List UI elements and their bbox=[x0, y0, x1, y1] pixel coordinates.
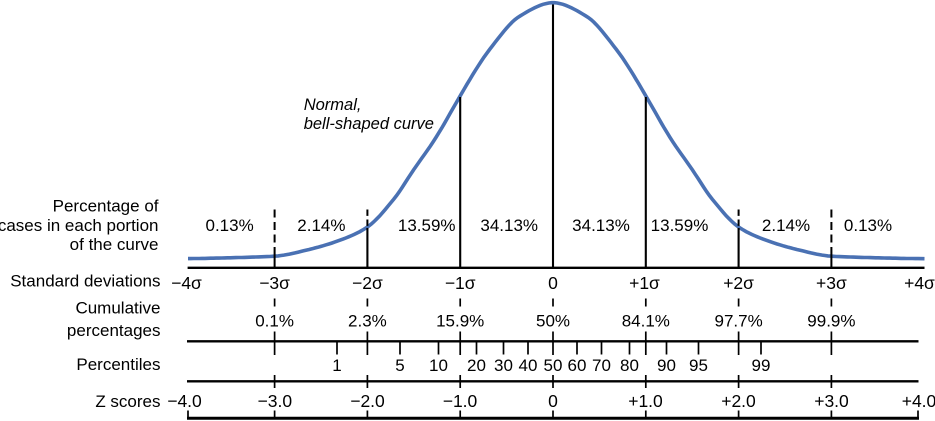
svg-text:Cumulative: Cumulative bbox=[75, 299, 160, 318]
svg-text:40: 40 bbox=[519, 356, 538, 375]
svg-text:50%: 50% bbox=[536, 312, 570, 331]
svg-text:Z scores: Z scores bbox=[95, 392, 160, 411]
svg-text:1: 1 bbox=[332, 356, 341, 375]
svg-text:30: 30 bbox=[494, 356, 513, 375]
svg-text:2.14%: 2.14% bbox=[762, 216, 810, 235]
svg-text:−1σ: −1σ bbox=[445, 273, 476, 293]
svg-text:90: 90 bbox=[657, 356, 676, 375]
svg-text:0.1%: 0.1% bbox=[255, 312, 294, 331]
svg-text:15.9%: 15.9% bbox=[436, 312, 484, 331]
svg-text:5: 5 bbox=[395, 356, 404, 375]
svg-text:+3.0: +3.0 bbox=[814, 391, 849, 411]
svg-text:+4.0: +4.0 bbox=[902, 391, 935, 411]
svg-text:bell-shaped curve: bell-shaped curve bbox=[304, 115, 434, 133]
svg-text:34.13%: 34.13% bbox=[480, 216, 538, 235]
svg-text:2.14%: 2.14% bbox=[297, 216, 345, 235]
svg-text:−2σ: −2σ bbox=[352, 273, 383, 293]
svg-text:0.13%: 0.13% bbox=[205, 216, 253, 235]
svg-text:13.59%: 13.59% bbox=[651, 216, 709, 235]
svg-text:Percentage of: Percentage of bbox=[53, 197, 159, 216]
svg-text:percentages: percentages bbox=[67, 321, 161, 340]
svg-text:0: 0 bbox=[548, 391, 558, 411]
svg-text:−1.0: −1.0 bbox=[443, 391, 478, 411]
svg-text:−2.0: −2.0 bbox=[350, 391, 385, 411]
svg-text:2.3%: 2.3% bbox=[348, 312, 387, 331]
svg-text:97.7%: 97.7% bbox=[714, 312, 762, 331]
svg-text:+1.0: +1.0 bbox=[628, 391, 663, 411]
svg-text:−4.0: −4.0 bbox=[167, 391, 202, 411]
svg-text:13.59%: 13.59% bbox=[398, 216, 456, 235]
svg-text:10: 10 bbox=[429, 356, 448, 375]
svg-text:+2.0: +2.0 bbox=[721, 391, 756, 411]
svg-text:50: 50 bbox=[544, 356, 563, 375]
svg-text:Normal,: Normal, bbox=[304, 96, 362, 114]
svg-text:99: 99 bbox=[752, 356, 771, 375]
svg-text:+4σ: +4σ bbox=[904, 273, 935, 293]
svg-text:+1σ: +1σ bbox=[629, 273, 660, 293]
svg-text:20: 20 bbox=[467, 356, 486, 375]
svg-text:70: 70 bbox=[592, 356, 611, 375]
svg-text:0.13%: 0.13% bbox=[844, 216, 892, 235]
svg-text:−3.0: −3.0 bbox=[258, 391, 293, 411]
svg-text:−4σ: −4σ bbox=[171, 273, 202, 293]
svg-text:0: 0 bbox=[548, 273, 558, 293]
svg-text:60: 60 bbox=[568, 356, 587, 375]
svg-text:+3σ: +3σ bbox=[816, 273, 847, 293]
svg-text:80: 80 bbox=[620, 356, 639, 375]
svg-text:Percentiles: Percentiles bbox=[76, 355, 160, 374]
svg-text:cases in each portion: cases in each portion bbox=[0, 216, 159, 235]
svg-text:99.9%: 99.9% bbox=[807, 312, 855, 331]
svg-text:−3σ: −3σ bbox=[259, 273, 290, 293]
svg-text:of the curve: of the curve bbox=[70, 235, 159, 254]
svg-text:Standard deviations: Standard deviations bbox=[10, 271, 160, 290]
svg-text:84.1%: 84.1% bbox=[622, 312, 670, 331]
svg-text:95: 95 bbox=[689, 356, 708, 375]
svg-text:34.13%: 34.13% bbox=[572, 216, 630, 235]
svg-text:+2σ: +2σ bbox=[723, 273, 754, 293]
